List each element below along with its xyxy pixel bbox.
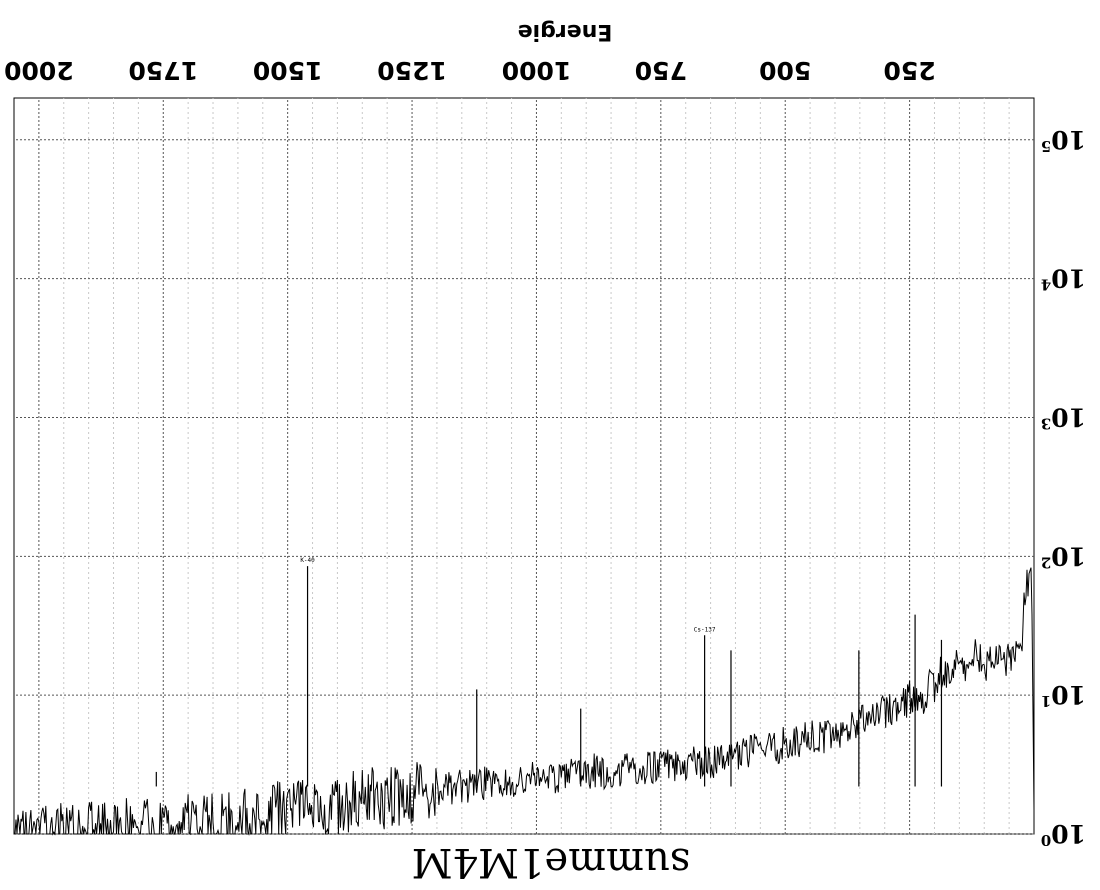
spectrum-series-0 bbox=[14, 567, 1035, 836]
x-axis-label: Energie bbox=[518, 19, 613, 44]
plot-frame bbox=[13, 97, 1035, 835]
x-tick-label: 1500 bbox=[253, 56, 323, 85]
y-tick-label: 101 bbox=[1041, 680, 1086, 710]
x-tick-labels: 2000 1750 1500 1250 1000 750 500 250 bbox=[4, 56, 936, 85]
x-tick-label: 250 bbox=[884, 56, 936, 85]
y-tick-label: 103 bbox=[1041, 402, 1086, 432]
x-tick-label: 2000 bbox=[4, 56, 74, 85]
y-tick-label: 102 bbox=[1041, 541, 1086, 571]
x-tick-label: 1250 bbox=[377, 56, 447, 85]
series-layer: K-40 Cs-137 bbox=[14, 557, 1035, 836]
x-tick-label: 750 bbox=[635, 56, 687, 85]
x-tick-label: 1000 bbox=[502, 56, 572, 85]
chart-title: summe1M4M bbox=[412, 839, 691, 885]
y-tick-label: 104 bbox=[1041, 264, 1086, 294]
y-tick-labels: 100 101 102 103 104 105 bbox=[1041, 125, 1086, 849]
x-tick-label: 500 bbox=[759, 56, 811, 85]
y-tick-label: 105 bbox=[1041, 125, 1086, 155]
major-grid bbox=[14, 98, 1034, 835]
x-tick-label: 1750 bbox=[128, 56, 198, 85]
peak-label: Cs-137 bbox=[694, 626, 716, 633]
peak-label: K-40 bbox=[300, 557, 315, 564]
y-tick-label: 100 bbox=[1041, 819, 1086, 849]
